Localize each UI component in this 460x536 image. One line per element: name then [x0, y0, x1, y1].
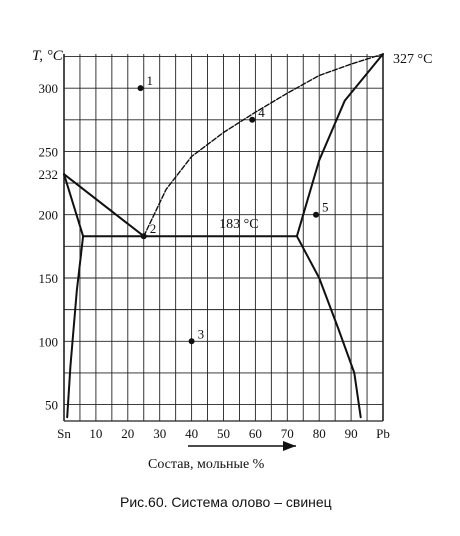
y-tick-label: 50	[45, 398, 58, 413]
state-point-label-1: 1	[147, 73, 154, 88]
grid-lines	[63, 54, 384, 422]
x-tick-label: 70	[281, 426, 294, 441]
curve-solvus-pb	[295, 235, 362, 419]
state-point-2	[140, 233, 147, 240]
y-tick-label: 232	[39, 167, 59, 182]
x-axis-arrow-head	[283, 441, 296, 451]
curve-solidus-sn	[63, 173, 85, 238]
x-tick-label: Sn	[57, 426, 71, 441]
y-tick-label: 250	[39, 144, 59, 159]
state-point-4	[249, 116, 256, 123]
state-point-label-2: 2	[150, 221, 157, 236]
axis-tick-labels: Sn 10 20 30 40 50 60 70 80 90 Pb 50 100 150 200 232 250 3…	[39, 52, 433, 441]
y-tick-label: 200	[39, 208, 59, 223]
x-tick-label: 50	[217, 426, 230, 441]
state-point-label-3: 3	[198, 326, 205, 341]
state-point-5	[313, 211, 320, 218]
state-point-3	[188, 338, 195, 345]
y-tick-label: 300	[39, 81, 59, 96]
curve-liquidus-sn	[63, 173, 145, 238]
state-point-label-5: 5	[322, 200, 329, 215]
y-tick-label: 100	[39, 334, 59, 349]
curve-solidus-pb	[295, 53, 384, 238]
x-tick-label: 80	[313, 426, 326, 441]
phase-boundaries	[63, 53, 384, 419]
state-points: 1 2 3 4 5	[137, 73, 329, 345]
figure-caption: Рис.60. Система олово – свинец	[120, 494, 332, 510]
curve-liquidus-pb	[143, 53, 384, 237]
x-axis-label: Состав, мольные %	[148, 457, 265, 472]
y-tick-label: 150	[39, 271, 59, 286]
x-tick-label: 90	[345, 426, 358, 441]
x-tick-label: 40	[185, 426, 198, 441]
x-tick-label: 20	[121, 426, 134, 441]
x-tick-label: 60	[249, 426, 262, 441]
y-axis-label: T, °C	[32, 48, 64, 64]
x-tick-label: 10	[89, 426, 102, 441]
state-point-1	[137, 85, 144, 92]
curve-solvus-sn	[66, 235, 85, 419]
x-tick-label: Pb	[376, 426, 390, 441]
state-point-label-4: 4	[258, 105, 265, 120]
temperature-annotation: 327 °C	[393, 52, 432, 67]
x-tick-label: 30	[153, 426, 166, 441]
temperature-annotation: 183 °C	[219, 217, 258, 232]
